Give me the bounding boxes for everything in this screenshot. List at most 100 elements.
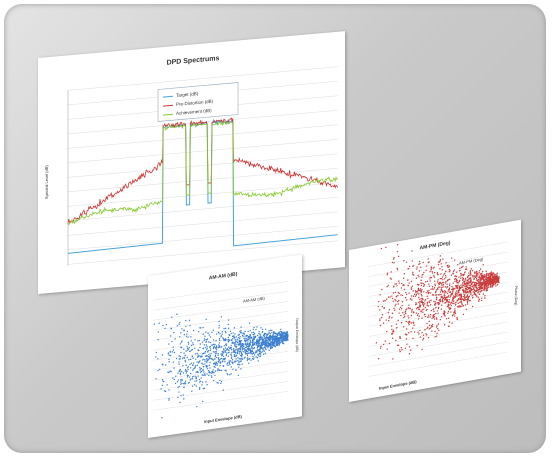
scatter-dot: [454, 292, 457, 294]
scatter-dot: [215, 346, 218, 348]
scatter-dot: [198, 330, 200, 333]
scatter-dot: [448, 325, 450, 327]
scatter-dot: [465, 296, 468, 298]
scatter-dot: [264, 332, 267, 335]
scatter-dot: [234, 351, 236, 354]
scatter-dot: [390, 271, 392, 273]
scatter-dot: [265, 346, 267, 348]
scatter-dot: [227, 351, 230, 354]
scatter-dot: [447, 303, 450, 305]
scatter-dot: [276, 344, 279, 346]
scatter-dot: [206, 360, 208, 362]
scatter-dot: [476, 287, 478, 289]
scatter-dot: [238, 340, 240, 342]
scatter-dot: [421, 276, 423, 278]
scatter-dot: [245, 349, 247, 352]
scatter-dot: [160, 388, 162, 390]
scatter-dot: [455, 285, 458, 288]
scatter-dot: [436, 332, 438, 335]
scatter-dot: [182, 372, 185, 374]
scatter-dot: [478, 290, 480, 293]
scatter-dot: [419, 288, 422, 290]
scatter-dot: [419, 306, 422, 308]
scatter-dot: [391, 331, 394, 333]
scatter-dot: [218, 324, 221, 327]
scatter-dot: [427, 297, 429, 299]
scatter-dot: [379, 309, 381, 311]
scatter-dot: [462, 288, 464, 291]
scatter-dot: [200, 377, 202, 379]
scatter-dot: [247, 335, 250, 338]
scatter-dot: [260, 327, 262, 329]
scatter-dot: [189, 350, 191, 353]
scatter-dot: [460, 272, 462, 275]
scatter-dot: [214, 354, 217, 357]
scatter-dot: [458, 285, 461, 288]
scatter-dot: [445, 274, 447, 277]
scatter-dot: [215, 345, 218, 347]
scatter-dot: [175, 375, 177, 377]
scatter-dot: [189, 358, 192, 361]
scatter-dot: [235, 336, 238, 338]
scatter-dot: [249, 341, 252, 343]
scatter-dot: [230, 373, 232, 375]
scatter-dot: [472, 281, 474, 283]
scatter-dot: [227, 323, 229, 326]
scatter-dot: [444, 272, 446, 275]
scatter-dot: [450, 304, 453, 307]
scatter-dot: [420, 300, 423, 302]
scatter-dot: [239, 336, 241, 338]
scatter-dot: [183, 356, 185, 359]
scatter-dot: [218, 339, 221, 342]
scatter-dot: [480, 279, 483, 281]
scatter-dot: [192, 375, 194, 378]
scatter-dot: [271, 343, 274, 345]
grid-line: [68, 124, 338, 149]
scatter-dot: [388, 342, 391, 345]
scatter-dot: [233, 354, 236, 356]
scatter-dot: [382, 322, 385, 324]
scatter-dot: [478, 298, 480, 300]
scatter-dot: [428, 320, 430, 323]
scatter-dot: [449, 291, 451, 293]
scatter-dot: [422, 337, 425, 340]
scatter-dot: [241, 335, 244, 337]
scatter-dot: [183, 348, 185, 350]
scatter-dot: [455, 301, 457, 304]
scatter-dot: [463, 272, 466, 274]
scatter-dot: [455, 287, 457, 289]
scatter-dot: [416, 283, 419, 286]
scatter-dot: [427, 301, 429, 303]
scatter-dot: [432, 294, 435, 296]
grid-line: [68, 197, 338, 222]
scatter-dot: [206, 366, 208, 368]
scatter-dot: [466, 290, 468, 293]
scatter-dot: [391, 261, 394, 264]
scatter-dot: [199, 371, 202, 373]
scatter-dot: [431, 317, 433, 320]
scatter-dot: [485, 289, 488, 292]
scatter-dot: [262, 349, 265, 351]
scatter-dot: [439, 291, 442, 293]
scatter-dot: [392, 329, 394, 332]
scatter-dot: [418, 260, 421, 263]
scatter-dot: [437, 273, 439, 276]
scatter-dot: [444, 311, 446, 313]
scatter-dot: [204, 335, 206, 337]
scatter-dot: [281, 340, 284, 342]
scatter-dot: [194, 365, 197, 367]
scatter-dot: [220, 353, 222, 355]
scatter-dot: [437, 263, 440, 266]
scatter-dot: [253, 357, 255, 359]
scatter-dot: [189, 363, 191, 366]
scatter-dot: [175, 357, 178, 360]
scatter-dot: [476, 295, 478, 298]
scatter-dot: [228, 349, 230, 352]
scatter-dot: [404, 347, 407, 349]
scatter-dot: [228, 333, 230, 336]
scatter-dot: [207, 355, 210, 358]
scatter-dot: [280, 328, 282, 331]
scatter-dot: [209, 367, 211, 369]
scatter-dot: [274, 345, 277, 348]
scatter-dot: [399, 349, 401, 351]
